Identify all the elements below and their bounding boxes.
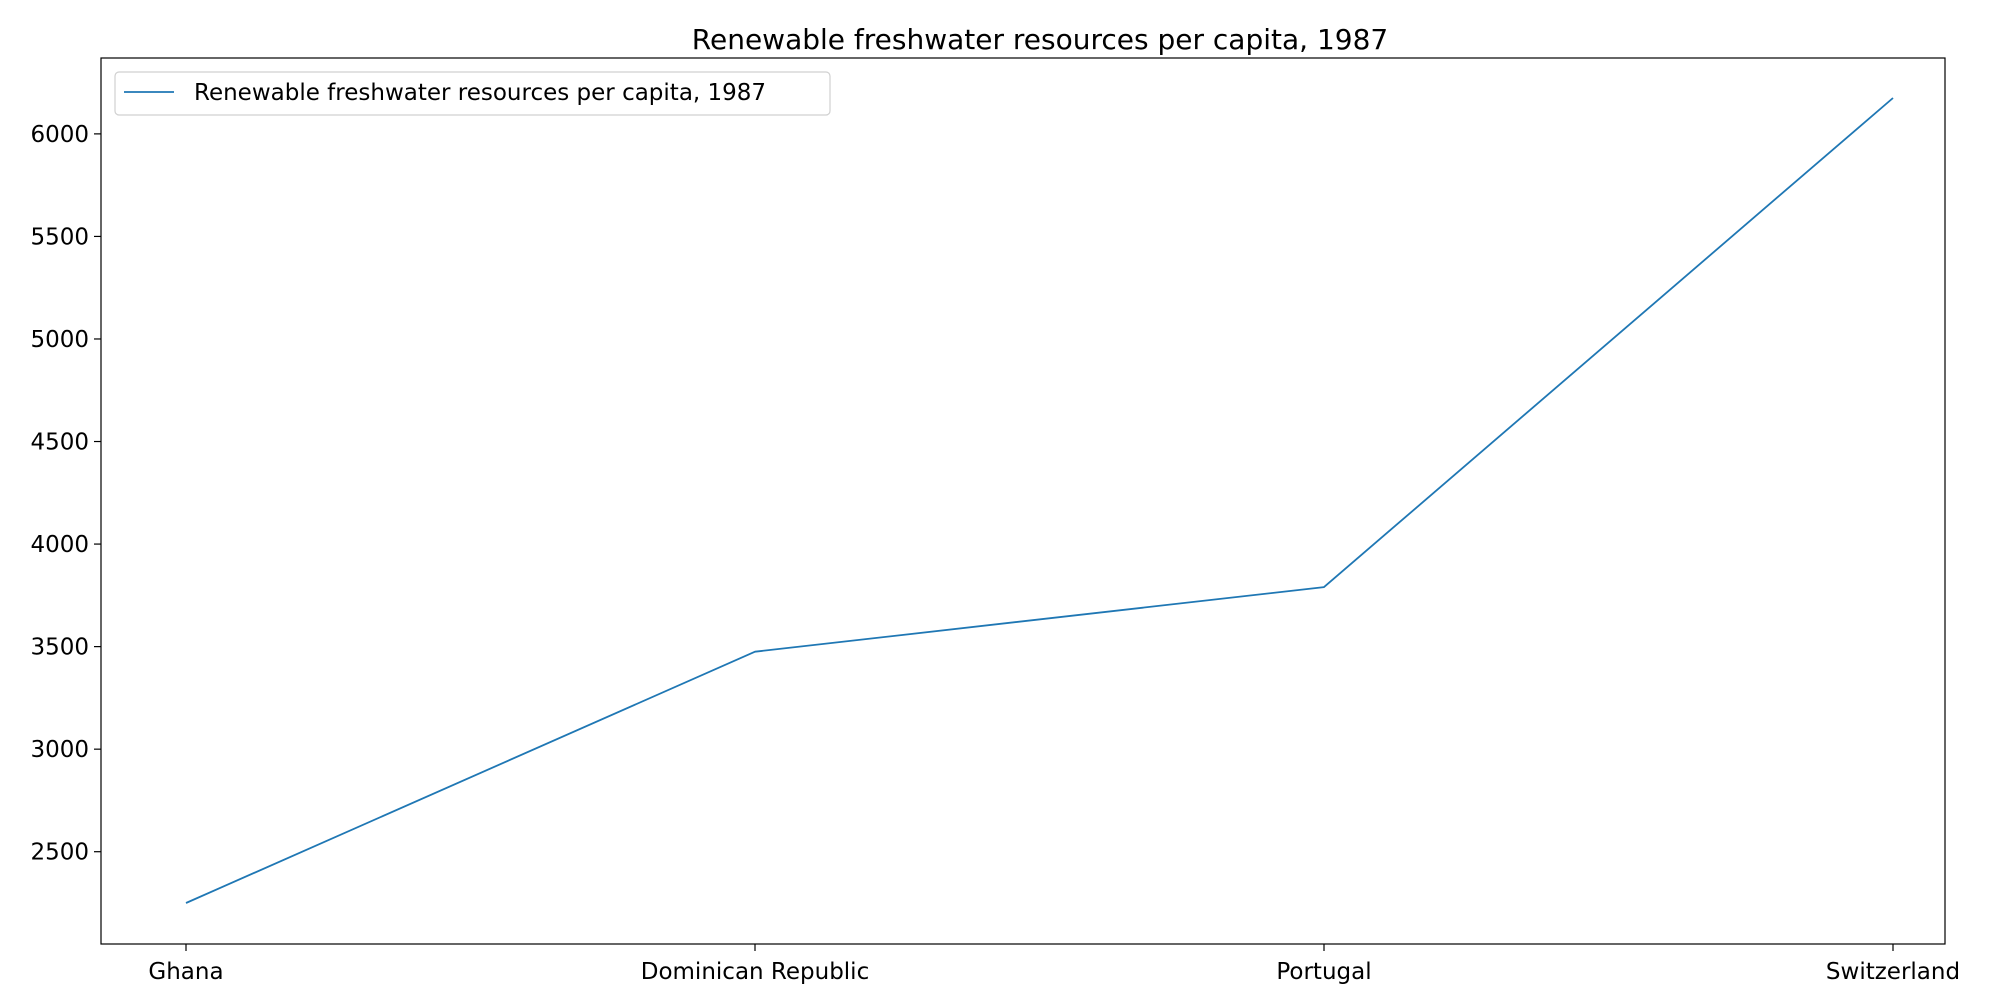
- plot-area: [100, 57, 1946, 945]
- y-tick-label: 2500: [30, 840, 89, 866]
- y-tick-label: 3500: [30, 635, 89, 661]
- series-layer: [185, 97, 1894, 904]
- legend: Renewable freshwater resources per capit…: [114, 71, 831, 116]
- legend-box: [114, 71, 831, 116]
- x-tick-label: Dominican Republic: [641, 959, 869, 985]
- chart-title: Renewable freshwater resources per capit…: [692, 23, 1388, 56]
- y-tick-label: 4500: [30, 430, 89, 456]
- y-axis: 2500 3000 3500 4000 4500 5000 5500 6000: [30, 122, 101, 866]
- y-tick-label: 3000: [30, 737, 89, 763]
- x-tick-label: Ghana: [148, 959, 223, 985]
- y-tick-label: 5000: [30, 327, 89, 353]
- legend-label: Renewable freshwater resources per capit…: [194, 80, 766, 106]
- x-axis: Ghana Dominican Republic Portugal Switzerla…: [148, 944, 1960, 985]
- y-tick-label: 5500: [30, 224, 89, 250]
- y-tick-label: 4000: [30, 532, 89, 558]
- x-tick-label: Portugal: [1276, 959, 1371, 985]
- y-tick-label: 6000: [30, 122, 89, 148]
- series-line: [185, 97, 1894, 904]
- x-tick-label: Switzerland: [1826, 959, 1960, 985]
